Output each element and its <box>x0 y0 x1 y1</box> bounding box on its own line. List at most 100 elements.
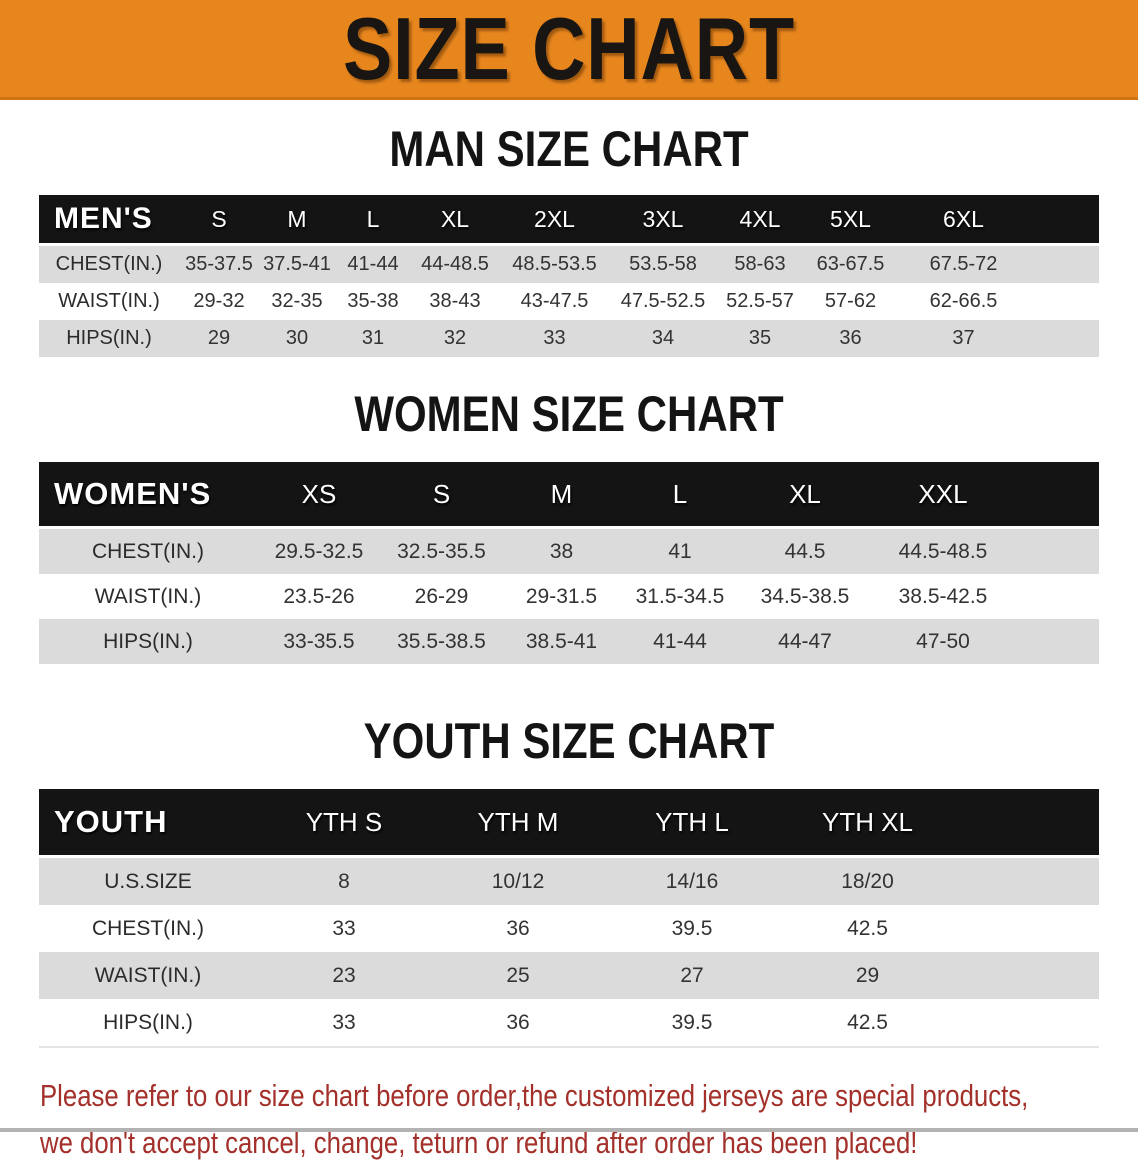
table-title-men: MEN'S <box>39 195 179 246</box>
cell-value: 36 <box>506 916 530 940</box>
table-row: WAIST(IN.) 23.5-26 26-29 29-31.5 31.5-34.5 34… <box>39 574 1099 619</box>
row-label: CHEST(IN.) <box>92 916 204 940</box>
size-table-youth: YOUTH YTH S YTH M YTH L YTH XL U.S.SIZE 8 10/12… <box>39 789 1099 1048</box>
cell-value: 41-44 <box>653 629 707 653</box>
cell-value: 23 <box>332 963 356 987</box>
cell-value: 39.5 <box>671 1010 713 1034</box>
table-title-youth: YOUTH <box>39 789 257 858</box>
cell-value: 35 <box>748 327 772 349</box>
row-label: HIPS(IN.) <box>103 1010 193 1034</box>
cell-value: 27 <box>680 963 704 987</box>
cell-value: 35-37.5 <box>185 253 253 275</box>
cell-value: 44.5 <box>784 539 826 563</box>
column-header: YTH S <box>257 789 431 858</box>
cell-value: 8 <box>338 869 350 893</box>
cell-value: 23.5-26 <box>283 584 355 608</box>
cell-value: 52.5-57 <box>726 290 794 312</box>
column-header: 3XL <box>610 195 716 246</box>
column-header: L <box>621 462 739 529</box>
column-header: L <box>335 195 411 246</box>
cell-value: 42.5 <box>847 916 888 940</box>
cell-value: 34.5-38.5 <box>760 584 850 608</box>
cell-value: 43-47.5 <box>520 290 589 312</box>
header-row: WOMEN'S XS S M L XL XXL <box>39 462 1099 529</box>
notice-line-1: Please refer to our size chart before or… <box>40 1078 1029 1113</box>
cell-value: 47-50 <box>916 629 970 653</box>
cell-value: 47.5-52.5 <box>620 290 706 312</box>
cell-value: 31 <box>361 327 385 349</box>
cell-value: 25 <box>506 963 530 987</box>
section-heading-women: WOMEN SIZE CHART <box>354 386 784 442</box>
cell-value: 32-35 <box>271 290 323 312</box>
table-row: HIPS(IN.) 33 36 39.5 42.5 <box>39 999 1099 1047</box>
footer-notice: Please refer to our size chart before or… <box>40 1072 1138 1166</box>
table-row: U.S.SIZE 8 10/12 14/16 18/20 <box>39 856 1099 905</box>
column-header: M <box>502 462 621 529</box>
cell-value: 29-32 <box>193 290 245 312</box>
column-header: 2XL <box>499 195 610 246</box>
cell-value: 62-66.5 <box>929 290 998 312</box>
cell-value: 29 <box>855 963 880 987</box>
row-label: WAIST(IN.) <box>94 963 202 987</box>
column-header: 4XL <box>716 195 804 246</box>
section-men: MAN SIZE CHART MEN'S S M L XL 2XL 3XL 4XL 5XL 6XL C… <box>0 122 1138 357</box>
column-header: XS <box>257 462 381 529</box>
section-heading-men: MAN SIZE CHART <box>389 121 749 177</box>
row-label: CHEST(IN.) <box>92 539 204 563</box>
table-row: WAIST(IN.) 29-32 32-35 35-38 38-43 43-47.5 47.… <box>39 283 1099 320</box>
cell-value: 30 <box>285 327 309 349</box>
banner: SIZE CHART <box>0 0 1138 100</box>
cell-value: 29-31.5 <box>525 584 598 608</box>
cell-value: 48.5-53.5 <box>512 253 597 275</box>
cell-value: 67.5-72 <box>929 253 998 275</box>
cell-value: 35.5-38.5 <box>397 629 486 653</box>
column-header: YTH M <box>431 789 605 858</box>
cell-value: 33 <box>543 327 566 349</box>
table-row: CHEST(IN.) 29.5-32.5 32.5-35.5 38 41 44.5 44.5… <box>39 527 1099 574</box>
row-label: WAIST(IN.) <box>58 290 160 312</box>
notice-line-2: we don't accept cancel, change, teturn o… <box>40 1125 918 1160</box>
header-row: MEN'S S M L XL 2XL 3XL 4XL 5XL 6XL <box>39 195 1099 246</box>
cell-value: 33 <box>332 1010 356 1034</box>
table-row: CHEST(IN.) 35-37.5 37.5-41 41-44 44-48.5 48.5… <box>39 244 1099 283</box>
cell-value: 35-38 <box>347 290 399 312</box>
cell-value: 53.5-58 <box>629 253 697 275</box>
column-header: XL <box>739 462 871 529</box>
cell-value: 31.5-34.5 <box>635 584 725 608</box>
cell-value: 29.5-32.5 <box>274 539 364 563</box>
cell-value: 44-47 <box>778 629 832 653</box>
banner-title: SIZE CHART <box>343 0 795 98</box>
cell-value: 36 <box>506 1010 530 1034</box>
cell-value: 38.5-41 <box>525 629 598 653</box>
section-women: WOMEN SIZE CHART WOMEN'S XS S M L XL XXL CHEST(I… <box>0 387 1138 664</box>
cell-value: 26-29 <box>414 584 469 608</box>
row-label: U.S.SIZE <box>104 869 192 893</box>
section-heading-youth: YOUTH SIZE CHART <box>363 713 775 769</box>
cell-value: 41-44 <box>347 253 399 275</box>
cell-value: 32.5-35.5 <box>397 539 486 563</box>
column-header: YTH XL <box>779 789 1099 858</box>
cell-value: 63-67.5 <box>816 253 885 275</box>
cell-value: 32 <box>443 327 467 349</box>
table-row: CHEST(IN.) 33 36 39.5 42.5 <box>39 905 1099 952</box>
bottom-strip <box>0 1128 1138 1132</box>
row-label: CHEST(IN.) <box>55 253 163 275</box>
column-header: YTH L <box>605 789 779 858</box>
cell-value: 41 <box>668 539 692 563</box>
table-row: HIPS(IN.) 29 30 31 32 33 34 35 36 37 <box>39 320 1099 357</box>
cell-value: 14/16 <box>665 869 719 893</box>
size-table-women: WOMEN'S XS S M L XL XXL CHEST(IN.) 29.5-32.5 32.5… <box>39 462 1099 664</box>
cell-value: 44-48.5 <box>421 253 489 275</box>
row-label: HIPS(IN.) <box>66 327 152 349</box>
cell-value: 38-43 <box>429 290 481 312</box>
cell-value: 37 <box>952 327 975 349</box>
cell-value: 37.5-41 <box>263 253 331 275</box>
column-header: 5XL <box>804 195 897 246</box>
cell-value: 38 <box>549 539 574 563</box>
cell-value: 39.5 <box>671 916 713 940</box>
header-row: YOUTH YTH S YTH M YTH L YTH XL <box>39 789 1099 858</box>
section-youth: YOUTH SIZE CHART YOUTH YTH S YTH M YTH L YTH … <box>0 714 1138 1048</box>
row-label: HIPS(IN.) <box>103 629 193 653</box>
column-header: XXL <box>871 462 1099 529</box>
cell-value: 34 <box>651 327 675 349</box>
